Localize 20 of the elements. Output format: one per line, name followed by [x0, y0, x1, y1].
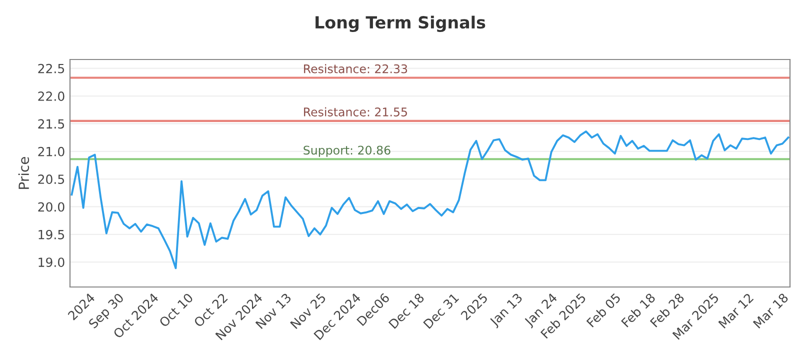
x-tick-label: Mar 18 — [752, 292, 789, 329]
x-tick-label: Dec 31 — [422, 292, 460, 329]
y-tick-label: 20.0 — [38, 202, 64, 212]
ref-line-label: Support: 20.86 — [304, 146, 390, 157]
y-axis-title: Price — [18, 157, 30, 189]
y-tick-label: 22.5 — [38, 64, 64, 74]
y-tick-label: 20.5 — [38, 174, 64, 184]
x-tick-label: Mar 12 — [718, 292, 754, 329]
x-tick-label: Jan 13 — [488, 292, 524, 328]
x-tick-label: Oct 10 — [158, 292, 194, 328]
y-tick-label: 19.5 — [38, 230, 64, 240]
y-tick-label: 19.0 — [38, 258, 64, 268]
ref-line-label: Resistance: 22.33 — [304, 64, 408, 74]
line-series — [70, 130, 790, 270]
y-tick-label: 22.0 — [38, 92, 64, 101]
y-tick-label: 21.5 — [38, 119, 64, 129]
chart-title: Long Term Signals — [316, 16, 486, 32]
ref-line-label: Resistance: 21.55 — [304, 107, 407, 116]
x-tick-label: Feb 05 — [586, 292, 621, 328]
y-tick-label: 21.0 — [38, 146, 64, 156]
